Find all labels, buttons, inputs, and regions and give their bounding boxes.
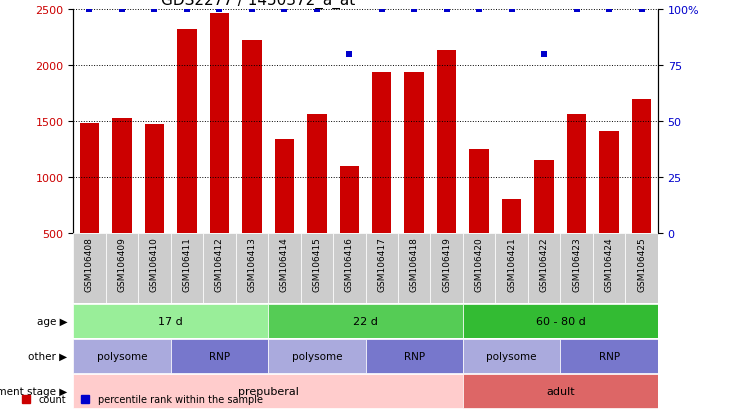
- Text: GSM106416: GSM106416: [345, 237, 354, 292]
- Bar: [80, 124, 99, 233]
- Text: GSM106423: GSM106423: [572, 237, 581, 292]
- Bar: [437, 50, 456, 233]
- FancyBboxPatch shape: [431, 233, 463, 304]
- FancyBboxPatch shape: [73, 304, 268, 338]
- FancyBboxPatch shape: [398, 233, 431, 304]
- FancyBboxPatch shape: [626, 233, 658, 304]
- Bar: [372, 73, 392, 233]
- Text: 60 - 80 d: 60 - 80 d: [536, 316, 586, 326]
- Text: development stage ▶: development stage ▶: [0, 386, 67, 396]
- FancyBboxPatch shape: [268, 339, 366, 373]
- FancyBboxPatch shape: [561, 233, 593, 304]
- Text: GSM106412: GSM106412: [215, 237, 224, 292]
- Text: RNP: RNP: [209, 351, 230, 361]
- Text: prepuberal: prepuberal: [238, 386, 298, 396]
- Bar: [599, 132, 619, 233]
- FancyBboxPatch shape: [300, 233, 333, 304]
- Text: RNP: RNP: [404, 351, 425, 361]
- FancyBboxPatch shape: [138, 233, 170, 304]
- Text: adult: adult: [546, 386, 575, 396]
- FancyBboxPatch shape: [73, 233, 105, 304]
- Text: GSM106410: GSM106410: [150, 237, 159, 292]
- FancyBboxPatch shape: [463, 233, 496, 304]
- FancyBboxPatch shape: [366, 339, 463, 373]
- Bar: [469, 150, 489, 233]
- Text: GSM106409: GSM106409: [118, 237, 126, 292]
- Text: polysome: polysome: [486, 351, 537, 361]
- Text: GSM106414: GSM106414: [280, 237, 289, 292]
- Bar: [534, 161, 554, 233]
- Text: GSM106421: GSM106421: [507, 237, 516, 292]
- FancyBboxPatch shape: [496, 233, 528, 304]
- Bar: [145, 125, 164, 233]
- Text: GSM106419: GSM106419: [442, 237, 451, 292]
- Text: other ▶: other ▶: [28, 351, 67, 361]
- FancyBboxPatch shape: [366, 233, 398, 304]
- Bar: [275, 140, 294, 233]
- FancyBboxPatch shape: [170, 233, 203, 304]
- Text: RNP: RNP: [599, 351, 620, 361]
- Text: polysome: polysome: [292, 351, 342, 361]
- Text: GSM106418: GSM106418: [410, 237, 419, 292]
- Bar: [210, 14, 229, 233]
- Text: age ▶: age ▶: [37, 316, 67, 326]
- Bar: [307, 115, 327, 233]
- Text: GSM106422: GSM106422: [539, 237, 549, 291]
- Text: GSM106415: GSM106415: [312, 237, 321, 292]
- FancyBboxPatch shape: [463, 339, 561, 373]
- Text: polysome: polysome: [96, 351, 147, 361]
- Text: GSM106424: GSM106424: [605, 237, 613, 291]
- FancyBboxPatch shape: [593, 233, 626, 304]
- Bar: [632, 100, 651, 233]
- FancyBboxPatch shape: [333, 233, 366, 304]
- Bar: [112, 119, 132, 233]
- Bar: [177, 31, 197, 233]
- Legend: count, percentile rank within the sample: count, percentile rank within the sample: [12, 390, 267, 408]
- Text: GSM106408: GSM106408: [85, 237, 94, 292]
- Bar: [404, 73, 424, 233]
- FancyBboxPatch shape: [463, 375, 658, 408]
- FancyBboxPatch shape: [235, 233, 268, 304]
- FancyBboxPatch shape: [463, 304, 658, 338]
- FancyBboxPatch shape: [203, 233, 235, 304]
- Text: GDS2277 / 1450372_a_at: GDS2277 / 1450372_a_at: [161, 0, 355, 9]
- Text: GSM106411: GSM106411: [182, 237, 192, 292]
- Text: GSM106417: GSM106417: [377, 237, 386, 292]
- FancyBboxPatch shape: [170, 339, 268, 373]
- FancyBboxPatch shape: [105, 233, 138, 304]
- Bar: [242, 40, 262, 233]
- FancyBboxPatch shape: [73, 339, 170, 373]
- FancyBboxPatch shape: [528, 233, 561, 304]
- FancyBboxPatch shape: [561, 339, 658, 373]
- Text: GSM106413: GSM106413: [247, 237, 257, 292]
- Bar: [567, 115, 586, 233]
- Text: GSM106420: GSM106420: [474, 237, 484, 292]
- FancyBboxPatch shape: [73, 375, 463, 408]
- Bar: [339, 166, 359, 233]
- FancyBboxPatch shape: [268, 233, 300, 304]
- Bar: [502, 200, 521, 233]
- Text: GSM106425: GSM106425: [637, 237, 646, 292]
- Text: 17 d: 17 d: [158, 316, 183, 326]
- FancyBboxPatch shape: [268, 304, 463, 338]
- Text: 22 d: 22 d: [353, 316, 378, 326]
